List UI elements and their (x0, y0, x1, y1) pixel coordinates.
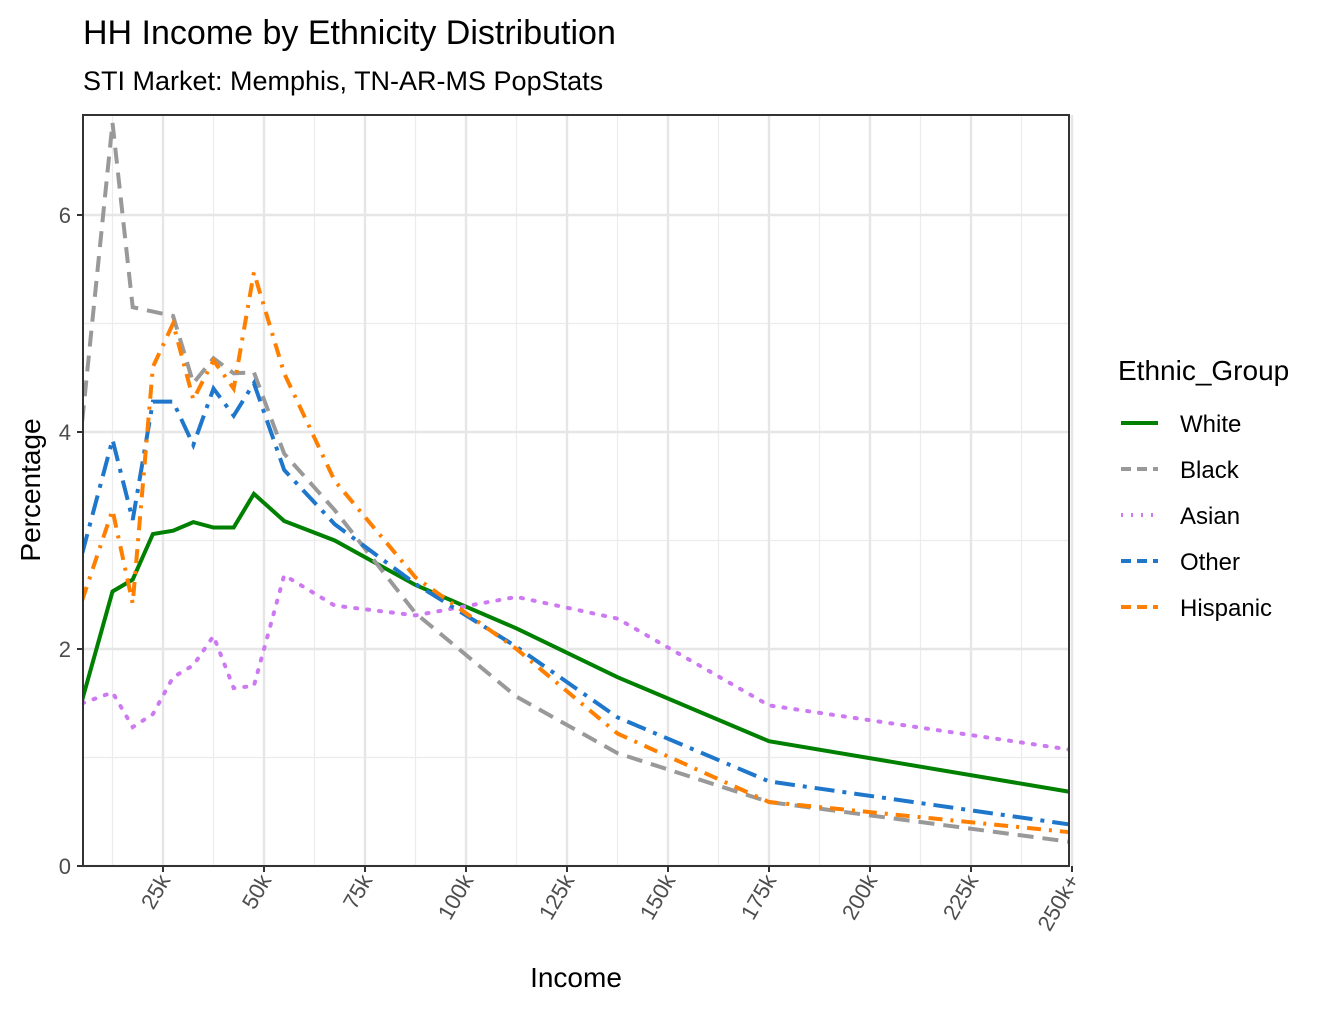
series-line-hispanic (83, 271, 1069, 835)
chart-subtitle: STI Market: Memphis, TN-AR-MS PopStats (83, 66, 603, 96)
legend-label: Black (1180, 457, 1240, 484)
legend-label: Hispanic (1180, 595, 1272, 622)
x-tick-label: 125k (534, 869, 580, 924)
x-tick-label: 175k (736, 869, 782, 924)
grid (83, 115, 1074, 868)
x-tick-label: 25k (136, 869, 176, 913)
series-line-white (83, 490, 1069, 794)
x-tick-label: 50k (237, 869, 277, 913)
series-line-black (83, 122, 1069, 844)
x-axis-label: Income (530, 962, 622, 993)
plot-panel-border (82, 114, 1070, 867)
y-tick-label: 4 (59, 420, 71, 445)
x-tick-label: 250k+ (1032, 870, 1084, 935)
x-tick-label: 75k (338, 869, 378, 913)
x-tick-label: 100k (433, 869, 479, 924)
chart-title: HH Income by Ethnicity Distribution (83, 14, 616, 52)
legend-title: Ethnic_Group (1118, 355, 1289, 386)
y-tick-label: 0 (59, 854, 71, 879)
legend-label: White (1180, 411, 1241, 438)
legend-label: Other (1180, 549, 1240, 576)
y-tick-label: 6 (59, 203, 71, 228)
series-line-asian (83, 572, 1069, 752)
x-tick-label: 200k (837, 869, 883, 924)
series-lines (83, 122, 1069, 844)
series-line-other (83, 378, 1069, 827)
x-tick-label: 225k (938, 869, 984, 924)
x-tick-label: 150k (635, 869, 681, 924)
y-tick-label: 2 (59, 637, 71, 662)
legend: Ethnic_Group White Black Asian Other Hispani… (1118, 355, 1289, 622)
legend-label: Asian (1180, 503, 1240, 530)
y-axis-label: Percentage (15, 418, 46, 561)
